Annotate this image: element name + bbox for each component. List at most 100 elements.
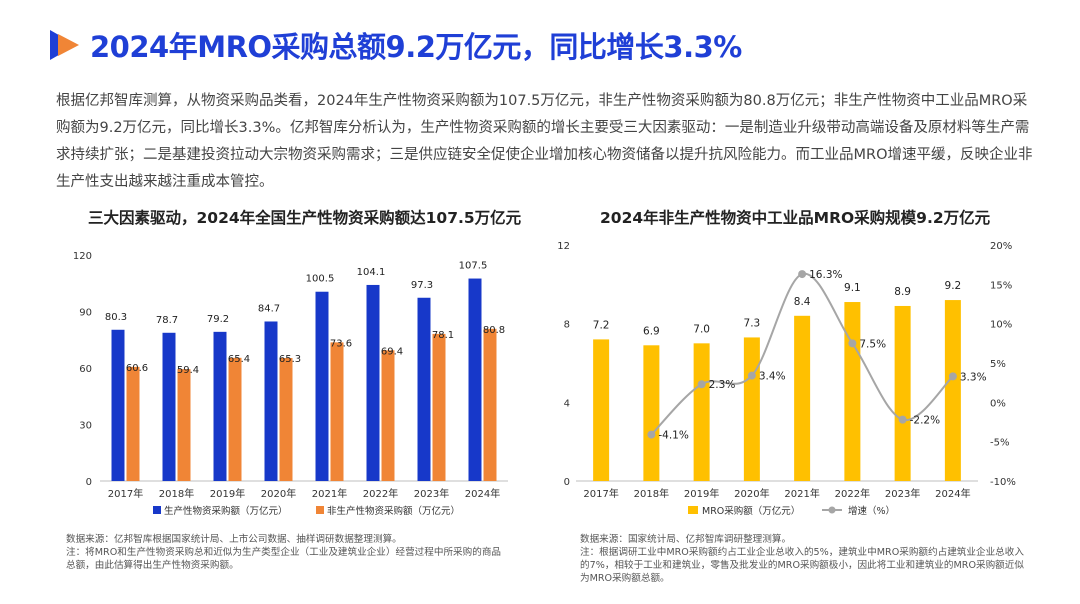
right-chart-notes: 数据来源：国家统计局、亿邦智库调研整理测算。 注：根据调研工业中MRO采购额约占… bbox=[580, 533, 1030, 585]
bar-production bbox=[468, 278, 482, 481]
bar-value-label: 9.1 bbox=[844, 282, 861, 294]
y-tick-label-right: 15% bbox=[990, 280, 1012, 291]
bar-production bbox=[213, 331, 227, 481]
growth-rate-point bbox=[647, 430, 656, 439]
bar-value-label: 80.3 bbox=[105, 312, 127, 323]
y-tick-label-left: 0 bbox=[564, 477, 570, 488]
y-tick-label-left: 8 bbox=[564, 320, 570, 331]
growth-rate-point bbox=[948, 372, 957, 381]
bar-value-label: 79.2 bbox=[207, 314, 229, 325]
bar-production bbox=[111, 329, 125, 481]
bar-value-label: 80.8 bbox=[483, 325, 505, 336]
intro-paragraph: 根据亿邦智库测算，从物资采购品类看，2024年生产性物资采购额为107.5万亿元… bbox=[56, 93, 1033, 190]
bar-value-label: 84.7 bbox=[258, 303, 280, 314]
growth-rate-line bbox=[650, 272, 954, 436]
y-tick-label-right: 5% bbox=[990, 359, 1006, 370]
y-tick-label-right: 0% bbox=[990, 398, 1006, 409]
bar-non-production bbox=[483, 328, 497, 481]
bar-non-production bbox=[126, 366, 140, 481]
growth-rate-label: -2.2% bbox=[910, 415, 940, 427]
growth-rate-label: -4.1% bbox=[658, 430, 688, 442]
title-bar: 2024年MRO采购总额9.2万亿元，同比增长3.3% bbox=[50, 22, 742, 68]
bar-value-label: 73.6 bbox=[330, 338, 352, 349]
bar-non-production bbox=[279, 358, 293, 481]
x-tick-label: 2019年 bbox=[210, 487, 245, 500]
bar-mro bbox=[643, 345, 660, 481]
bar-mro bbox=[743, 337, 760, 481]
play-triangle-logo-icon bbox=[50, 30, 79, 60]
bar-production bbox=[315, 291, 329, 481]
bar-production bbox=[366, 284, 380, 481]
y-tick-label: 120 bbox=[73, 251, 92, 262]
growth-rate-point bbox=[898, 415, 907, 424]
growth-rate-label: 16.3% bbox=[809, 269, 842, 281]
bar-mro bbox=[944, 300, 961, 481]
left-footnote: 注：将MRO和生产性物资采购总和近似为生产类型企业（工业及建筑业企业）经营过程中… bbox=[66, 547, 502, 571]
bar-value-label: 60.6 bbox=[126, 363, 148, 374]
page-title: 2024年MRO采购总额9.2万亿元，同比增长3.3% bbox=[90, 30, 742, 64]
bar-value-label: 78.1 bbox=[432, 330, 454, 341]
bar-production bbox=[162, 332, 176, 481]
x-tick-label: 2024年 bbox=[465, 487, 500, 500]
x-tick-label: 2022年 bbox=[835, 487, 870, 500]
x-tick-label: 2018年 bbox=[159, 487, 194, 500]
growth-rate-label: 2.3% bbox=[709, 379, 736, 391]
x-tick-label: 2023年 bbox=[414, 487, 449, 500]
bar-value-label: 97.3 bbox=[411, 280, 433, 291]
bar-value-label: 59.4 bbox=[177, 365, 199, 376]
y-tick-label-left: 4 bbox=[564, 398, 570, 409]
growth-rate-point bbox=[848, 339, 857, 348]
left-chart-title: 三大因素驱动，2024年全国生产性物资采购额达107.5万亿元 bbox=[88, 209, 522, 227]
bar-non-production bbox=[432, 333, 446, 481]
y-tick-label: 60 bbox=[79, 364, 92, 375]
bar-mro bbox=[894, 305, 911, 481]
bar-value-label: 8.9 bbox=[894, 286, 911, 298]
bar-value-label: 78.7 bbox=[156, 315, 178, 326]
x-tick-label: 2018年 bbox=[634, 487, 669, 500]
bar-value-label: 65.3 bbox=[279, 354, 301, 365]
y-tick-label-right: -10% bbox=[990, 477, 1016, 488]
bar-value-label: 65.4 bbox=[228, 354, 250, 365]
y-tick-label: 90 bbox=[79, 308, 92, 319]
bar-value-label: 104.1 bbox=[357, 267, 386, 278]
right-footnote: 注：根据调研工业中MRO采购额约占工业企业总收入的5%，建筑业中MRO采购额约占… bbox=[580, 547, 1024, 584]
bar-value-label: 100.5 bbox=[306, 274, 335, 285]
left-source-note: 数据来源：亿邦智库根据国家统计局、上市公司数据、抽样调研数据整理测算。 bbox=[66, 534, 402, 545]
bar-value-label: 9.2 bbox=[945, 280, 962, 292]
y-tick-label: 30 bbox=[79, 421, 92, 432]
legend-swatch-production bbox=[153, 506, 161, 514]
x-tick-label: 2021年 bbox=[312, 487, 347, 500]
x-tick-label: 2023年 bbox=[885, 487, 920, 500]
x-tick-label: 2022年 bbox=[363, 487, 398, 500]
growth-rate-point bbox=[747, 371, 756, 380]
y-tick-label: 0 bbox=[86, 477, 92, 488]
bar-mro bbox=[794, 315, 811, 481]
legend-swatch-growth-point bbox=[828, 506, 836, 514]
bar-non-production bbox=[228, 357, 242, 481]
y-tick-label-right: 10% bbox=[990, 320, 1012, 331]
legend-label-production: 生产性物资采购额（万亿元） bbox=[164, 505, 288, 517]
x-tick-label: 2021年 bbox=[784, 487, 819, 500]
bar-value-label: 6.9 bbox=[643, 325, 660, 337]
bar-value-label: 8.4 bbox=[794, 296, 811, 308]
legend-label-mro: MRO采购额（万亿元） bbox=[702, 505, 800, 517]
bar-mro bbox=[593, 339, 610, 481]
y-tick-label-left: 12 bbox=[557, 241, 570, 252]
left-chart-notes: 数据来源：亿邦智库根据国家统计局、上市公司数据、抽样调研数据整理测算。 注：将M… bbox=[66, 533, 506, 572]
growth-rate-point bbox=[697, 380, 706, 389]
bar-value-label: 7.3 bbox=[744, 317, 761, 329]
y-tick-label-right: 20% bbox=[990, 241, 1012, 252]
growth-rate-label: 7.5% bbox=[859, 338, 886, 350]
legend-label-non-production: 非生产性物资采购额（万亿元） bbox=[327, 505, 460, 517]
bar-value-label: 69.4 bbox=[381, 346, 403, 357]
bar-mro bbox=[844, 302, 861, 481]
growth-rate-label: 3.4% bbox=[759, 371, 786, 383]
growth-rate-label: 3.3% bbox=[960, 371, 987, 383]
y-tick-label-right: -5% bbox=[990, 438, 1009, 449]
x-tick-label: 2017年 bbox=[583, 487, 618, 500]
legend-swatch-mro bbox=[688, 506, 698, 514]
x-tick-label: 2020年 bbox=[261, 487, 296, 500]
bar-non-production bbox=[177, 369, 191, 481]
x-tick-label: 2020年 bbox=[734, 487, 769, 500]
right-source-note: 数据来源：国家统计局、亿邦智库调研整理测算。 bbox=[580, 534, 792, 545]
